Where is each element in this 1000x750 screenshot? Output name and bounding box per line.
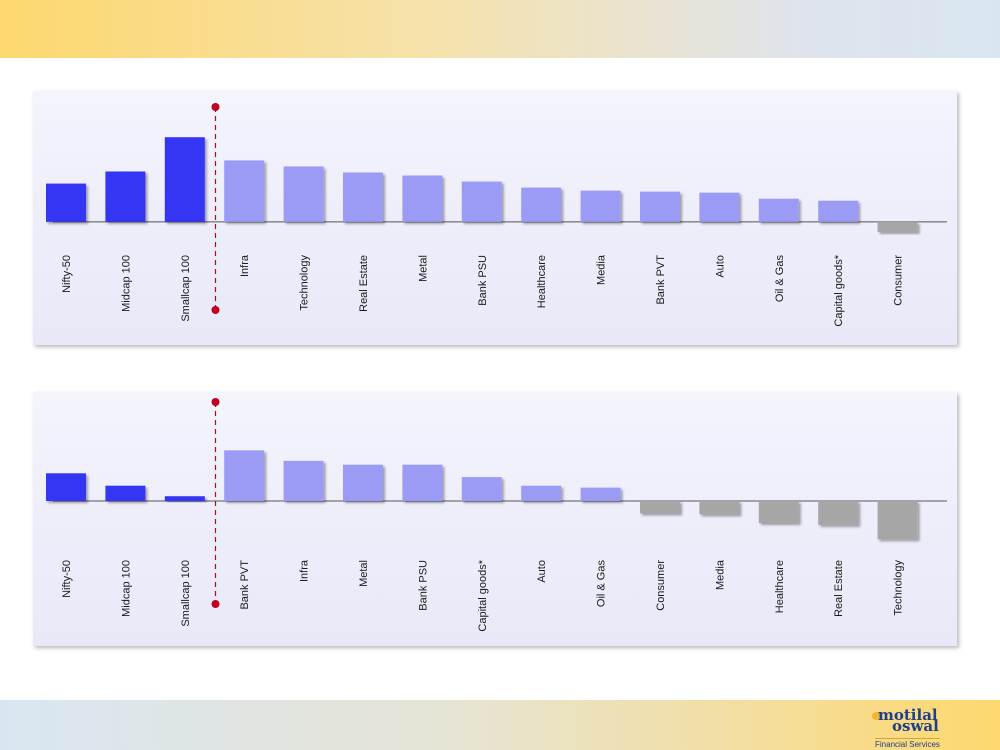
chart2-bar-2 xyxy=(105,485,146,501)
chart2-bar-8 xyxy=(461,477,502,501)
chart2-tick-label-5: Infra xyxy=(299,559,311,582)
chart1-bar-9 xyxy=(521,187,562,222)
chart2-tick-label-3: Smallcap 100 xyxy=(180,560,192,627)
header-band xyxy=(0,0,1000,58)
chart2-bar-5 xyxy=(283,460,324,501)
chart-panel-2: Nifty-50 Midcap 100 Smallcap 100 Bank PVT In… xyxy=(33,392,957,646)
chart1-bar-8 xyxy=(461,181,502,222)
chart2-tick-label-1: Nifty-50 xyxy=(61,560,73,598)
chart1-tick-label-1: Nifty-50 xyxy=(61,255,73,293)
chart1-bar-13 xyxy=(758,198,799,222)
chart1-bar-1 xyxy=(46,183,86,222)
chart2-divider-dot-1 xyxy=(211,398,220,406)
chart1-bar-6 xyxy=(343,172,383,222)
chart2-bar-12 xyxy=(699,501,740,515)
chart1-tick-label-6: Real Estate xyxy=(358,255,370,312)
chart2-tick-label-10: Oil & Gas xyxy=(596,560,608,608)
logo-tagline: Financial Services xyxy=(875,738,940,749)
chart2-tick-label-14: Real Estate xyxy=(833,560,845,617)
chart1-tick-label-14: Capital goods* xyxy=(833,254,845,326)
chart1-divider-dot-1 xyxy=(211,103,220,111)
logo-line2: oswal xyxy=(892,717,939,735)
chart-panel-1: Nifty-50 Midcap 100 Smallcap 100 Infra Techn… xyxy=(33,91,957,345)
chart1-tick-label-5: Technology xyxy=(299,255,311,311)
chart1-tick-label-7: Metal xyxy=(417,255,429,282)
chart2-bar-13 xyxy=(758,501,799,523)
chart2-tick-label-15: Technology xyxy=(893,560,905,616)
chart2-bar-1 xyxy=(46,473,86,501)
logo-line1: motilal xyxy=(878,706,938,724)
chart1-tick-label-10: Media xyxy=(596,254,608,285)
chart1-bar-12 xyxy=(699,192,740,222)
chart1-tick-label-3: Smallcap 100 xyxy=(180,255,192,322)
chart1-tick-label-15: Consumer xyxy=(893,255,905,306)
footer-band xyxy=(0,700,1000,750)
chart2-tick-label-9: Auto xyxy=(536,560,548,583)
chart2-bar-14 xyxy=(818,501,859,525)
bar-chart-1: Nifty-50 Midcap 100 Smallcap 100 Infra Techn… xyxy=(46,103,947,327)
logo-dot-icon xyxy=(872,712,880,720)
chart2-tick-label-7: Bank PSU xyxy=(417,560,429,611)
chart2-tick-label-11: Consumer xyxy=(655,560,667,611)
chart1-divider-dot-2 xyxy=(211,306,220,314)
chart2-bar-4 xyxy=(224,450,265,501)
chart2-tick-label-2: Midcap 100 xyxy=(120,560,132,617)
chart1-bar-15 xyxy=(877,221,918,232)
chart2-bar-3 xyxy=(164,496,205,501)
chart2-bar-11 xyxy=(640,501,680,514)
chart1-bar-11 xyxy=(640,191,680,222)
chart2-bar-9 xyxy=(521,485,562,501)
chart1-bar-10 xyxy=(580,190,621,222)
chart1-tick-label-9: Healthcare xyxy=(536,255,548,308)
chart1-bar-14 xyxy=(818,200,859,222)
chart1-tick-label-11: Bank PVT xyxy=(655,255,667,305)
chart1-bar-2 xyxy=(105,171,146,222)
chart1-tick-label-8: Bank PSU xyxy=(477,255,489,306)
chart1-bar-7 xyxy=(402,175,443,222)
chart1-bar-3 xyxy=(164,137,205,222)
chart2-divider-dot-2 xyxy=(211,600,220,608)
chart2-tick-label-8: Capital goods* xyxy=(477,559,489,631)
chart1-tick-label-4: Infra xyxy=(239,254,251,277)
chart2-bar-10 xyxy=(580,487,621,501)
chart1-tick-label-12: Auto xyxy=(714,255,726,278)
chart2-tick-label-4: Bank PVT xyxy=(239,560,251,610)
chart1-tick-label-2: Midcap 100 xyxy=(120,255,132,312)
bar-chart-2: Nifty-50 Midcap 100 Smallcap 100 Bank PVT In… xyxy=(46,398,947,632)
chart2-tick-label-13: Healthcare xyxy=(774,560,786,613)
chart2-tick-label-6: Metal xyxy=(358,560,370,587)
chart2-tick-label-12: Media xyxy=(714,559,726,590)
chart1-bar-5 xyxy=(283,166,324,222)
chart1-bar-4 xyxy=(224,160,265,222)
chart2-bar-15 xyxy=(877,501,918,540)
chart2-bar-6 xyxy=(343,464,383,501)
chart2-bar-7 xyxy=(402,464,443,501)
chart1-tick-label-13: Oil & Gas xyxy=(774,255,786,303)
company-logo: motilal oswal Financial Services xyxy=(870,704,960,749)
